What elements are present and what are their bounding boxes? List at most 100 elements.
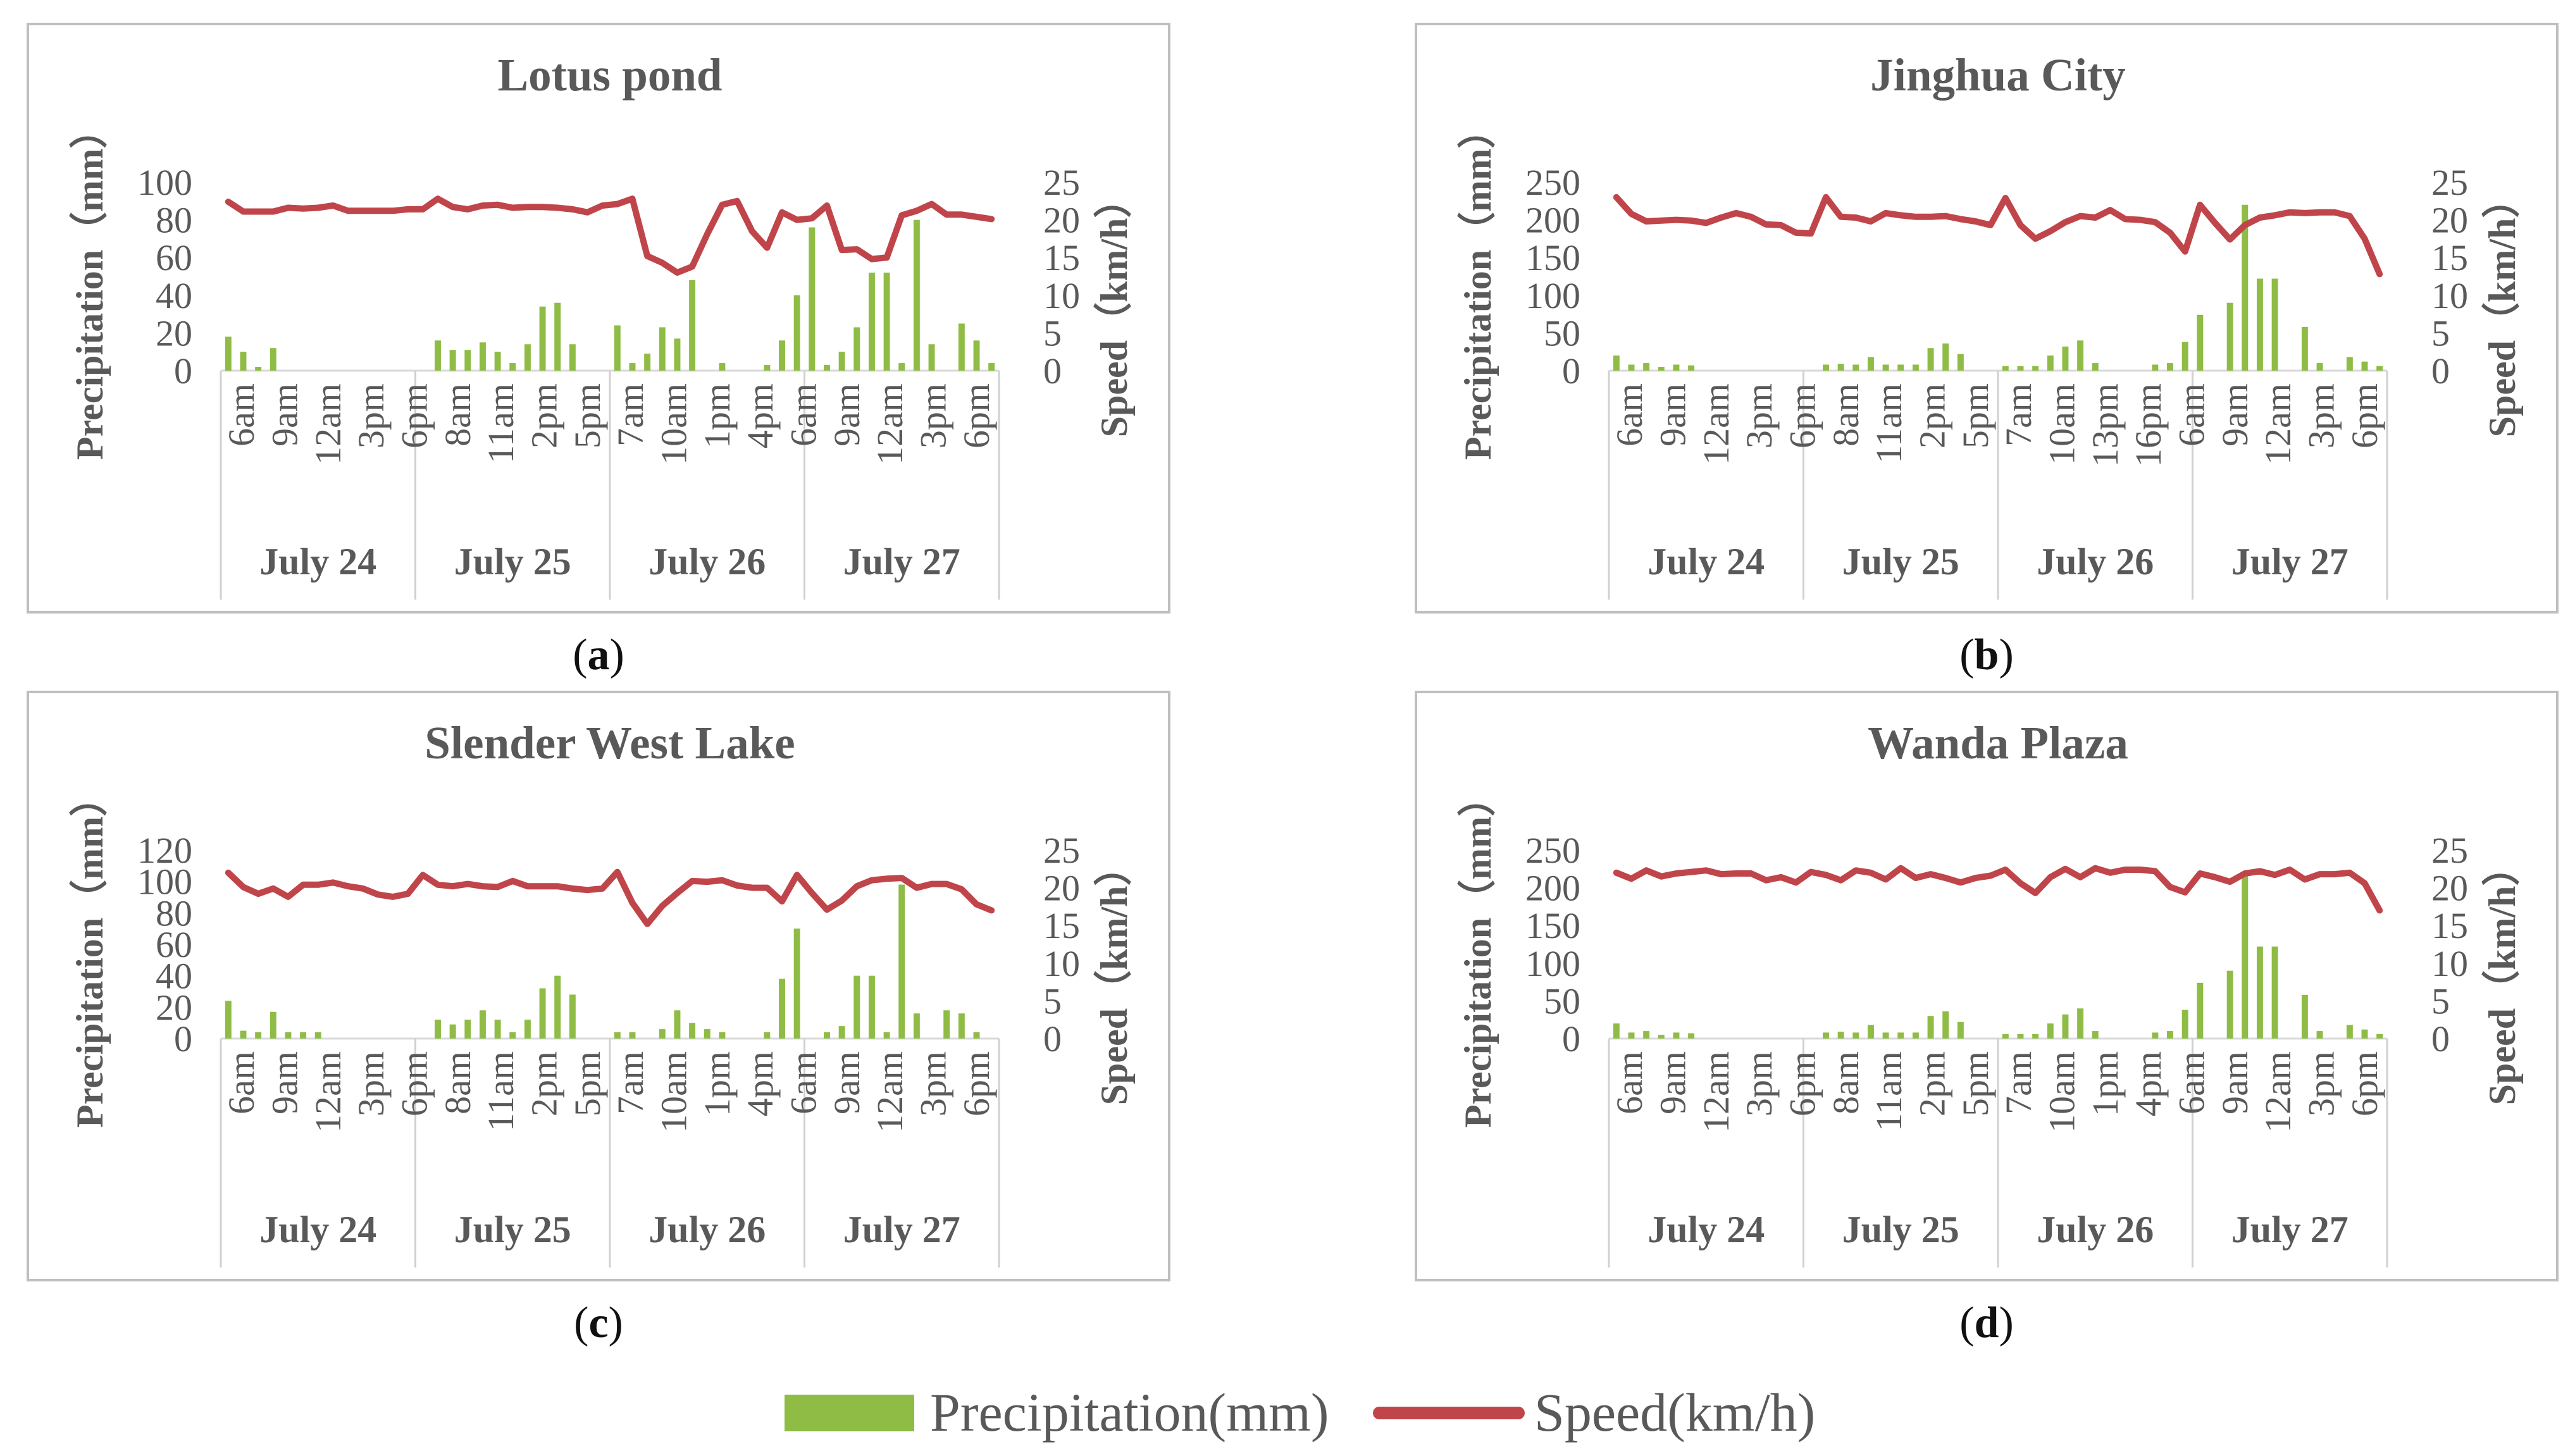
- x-tick-label: 4pm: [740, 1051, 781, 1116]
- y2-tick-label: 0: [2431, 1018, 2450, 1059]
- y-tick-label: 150: [1525, 237, 1580, 278]
- panel-caption: (a): [573, 631, 624, 679]
- x-tick-label: 12am: [869, 383, 910, 465]
- y2-tick-label: 25: [1043, 830, 1080, 871]
- y2-tick-label: 0: [1043, 1018, 1062, 1059]
- precipitation-bar: [2181, 1009, 2188, 1039]
- x-tick-label: 7am: [1998, 1051, 2039, 1114]
- y2-tick-label: 20: [2431, 200, 2468, 241]
- precipitation-bar: [2017, 1033, 2024, 1039]
- precipitation-bar: [2197, 982, 2204, 1039]
- precipitation-bar: [1823, 1032, 1829, 1039]
- precipitation-bar: [435, 340, 441, 371]
- precipitation-bar: [898, 884, 905, 1039]
- x-tick-label: 4pm: [740, 383, 781, 448]
- precipitation-bar: [2047, 1023, 2054, 1039]
- y-tick-label: 0: [174, 1018, 192, 1059]
- chart-frame: [1415, 691, 2559, 1281]
- precipitation-bar: [853, 327, 860, 371]
- precipitation-bar: [285, 1032, 292, 1039]
- precipitation-bar: [2301, 326, 2308, 371]
- precipitation-bar: [1927, 1016, 1934, 1039]
- precipitation-bar: [2062, 1014, 2069, 1039]
- y2-axis-title: Speed（km/h）: [1093, 848, 1135, 1106]
- precipitation-bar: [793, 929, 800, 1039]
- group-label: July 27: [2231, 541, 2349, 583]
- x-tick-label: 6pm: [394, 1051, 435, 1116]
- precipitation-bar: [554, 302, 561, 371]
- precipitation-bar: [2271, 278, 2278, 371]
- chart-frame: [27, 691, 1170, 1281]
- x-tick-label: 10am: [654, 1051, 695, 1133]
- x-tick-label: 12am: [869, 1051, 910, 1133]
- y2-tick-label: 0: [1043, 350, 1062, 392]
- y-tick-label: 60: [156, 924, 192, 965]
- x-tick-label: 5pm: [1955, 1051, 1996, 1116]
- y-tick-label: 20: [156, 312, 192, 354]
- x-tick-label: 12am: [1696, 1051, 1737, 1133]
- precipitation-bar: [644, 354, 651, 371]
- chart-title: Jinghua City: [1870, 49, 2126, 101]
- precipitation-bar: [689, 280, 696, 371]
- panel-caption: (c): [574, 1299, 623, 1347]
- precipitation-bar: [300, 1032, 307, 1039]
- y2-tick-label: 25: [1043, 162, 1080, 203]
- precipitation-bar: [913, 1013, 920, 1039]
- y-tick-label: 200: [1525, 868, 1580, 909]
- precipitation-bar: [988, 363, 995, 371]
- chart-title: Lotus pond: [497, 49, 722, 101]
- precipitation-bar: [674, 338, 681, 371]
- y2-tick-label: 5: [1043, 980, 1062, 1021]
- precipitation-bar: [2346, 1025, 2353, 1039]
- chart-frame: [27, 23, 1170, 614]
- precipitation-bar: [509, 363, 516, 371]
- precipitation-bar: [2361, 1029, 2368, 1039]
- precipitation-bar: [883, 273, 890, 371]
- x-tick-label: 3pm: [1739, 383, 1780, 448]
- x-tick-label: 6am: [221, 383, 262, 447]
- precipitation-bar: [958, 323, 965, 371]
- x-tick-label: 3pm: [2301, 1051, 2342, 1116]
- x-tick-label: 3pm: [351, 1051, 392, 1116]
- x-tick-label: 8am: [1825, 1051, 1866, 1114]
- x-tick-label: 9am: [826, 383, 867, 447]
- precipitation-bar: [853, 975, 860, 1039]
- x-tick-label: 9am: [826, 1051, 867, 1114]
- precipitation-bar: [554, 975, 561, 1039]
- precipitation-bar: [1957, 354, 1964, 371]
- precipitation-bar: [569, 994, 576, 1039]
- precipitation-bar: [719, 363, 726, 371]
- precipitation-bar: [913, 219, 920, 371]
- precipitation-bar: [2002, 366, 2009, 371]
- speed-line: [225, 195, 995, 276]
- y-tick-label: 40: [156, 956, 192, 997]
- precipitation-bar: [1673, 364, 1680, 371]
- precipitation-bar: [479, 342, 486, 371]
- precipitation-bar: [2271, 946, 2278, 1039]
- y2-tick-label: 10: [2431, 275, 2468, 316]
- precipitation-bar: [2226, 970, 2233, 1039]
- precipitation-bar: [1867, 1025, 1874, 1039]
- precipitation-bar: [674, 1010, 681, 1039]
- precipitation-bar: [1897, 1032, 1904, 1039]
- precipitation-bar: [614, 325, 621, 371]
- precipitation-bar: [240, 1030, 247, 1039]
- legend-precipitation-label: Precipitation(mm): [930, 1382, 1329, 1443]
- x-tick-label: 9am: [264, 1051, 306, 1114]
- x-tick-label: 6pm: [2344, 383, 2385, 448]
- precipitation-bar: [1882, 1032, 1889, 1039]
- precipitation-bar: [539, 306, 546, 371]
- precipitation-bar: [1942, 1011, 1949, 1039]
- x-tick-label: 6pm: [1782, 383, 1823, 448]
- precipitation-bar: [2092, 363, 2099, 371]
- precipitation-bar: [1688, 1033, 1695, 1039]
- x-tick-label: 6am: [221, 1051, 262, 1114]
- precipitation-bar: [2152, 1032, 2159, 1039]
- precipitation-bar: [464, 1020, 471, 1039]
- x-tick-label: 12am: [2257, 383, 2299, 465]
- precipitation-bar: [943, 1010, 950, 1039]
- y2-tick-label: 15: [1043, 237, 1080, 278]
- precipitation-bar: [2167, 1031, 2173, 1039]
- x-tick-label: 6am: [2171, 1051, 2212, 1114]
- precipitation-bar: [809, 227, 816, 371]
